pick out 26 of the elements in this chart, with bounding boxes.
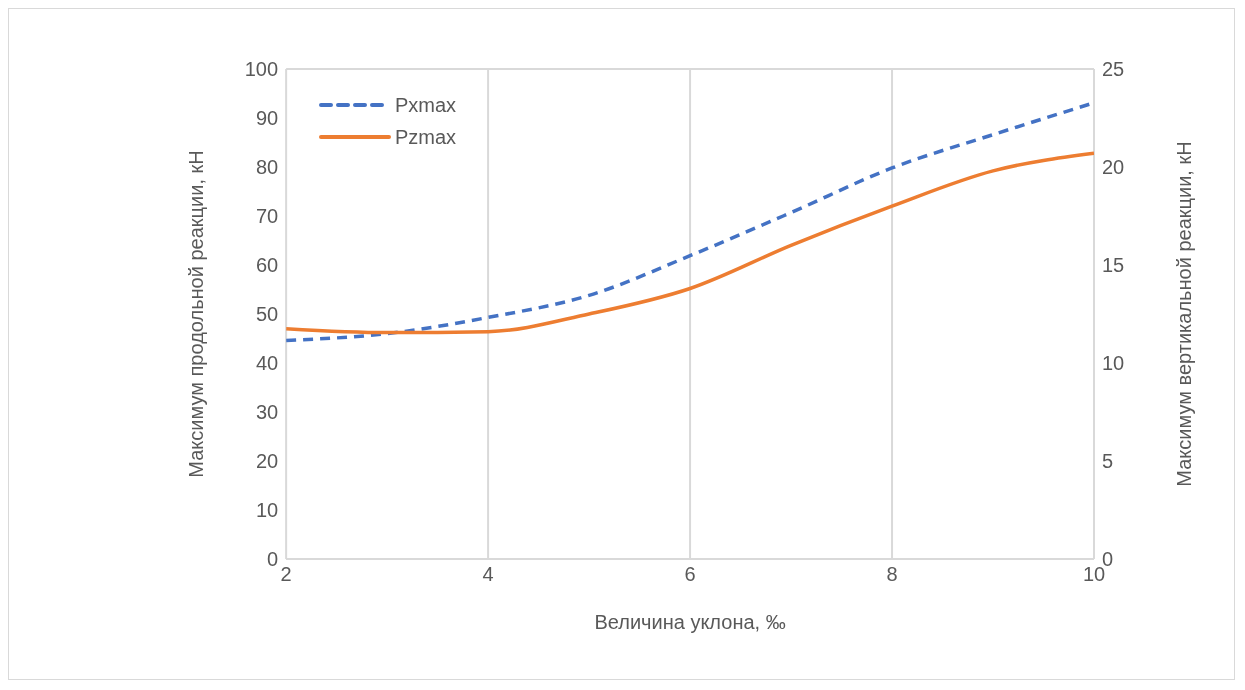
x-axis-title: Величина уклона, ‰ xyxy=(594,611,786,633)
y-tick-label: 60 xyxy=(255,254,279,277)
x-tick-label: 4 xyxy=(482,563,494,586)
line-series xyxy=(286,151,1094,335)
y-tick-label: 70 xyxy=(255,205,279,228)
y-tick-label: 0 xyxy=(267,548,279,571)
y-tick-label: 30 xyxy=(255,401,279,424)
legend-label: Pxmax xyxy=(395,93,457,117)
y-axis-title: Максимум продольной реакции, кН xyxy=(185,150,208,478)
y-tick-label: 100 xyxy=(244,58,279,81)
y2-axis-title: Максимум вертикальной реакции, кН xyxy=(1173,141,1196,487)
y2-tick-label: 10 xyxy=(1102,352,1125,375)
x-tick-label: 2 xyxy=(280,563,292,586)
y2-tick-label: 20 xyxy=(1102,156,1125,179)
legend-label: Pzmax xyxy=(395,125,457,149)
y-tick-label: 40 xyxy=(255,352,279,375)
y-tick-label: 80 xyxy=(255,156,279,179)
x-tick-label: 6 xyxy=(684,563,696,586)
x-tick-label: 8 xyxy=(886,563,898,586)
y-tick-label: 10 xyxy=(255,499,279,522)
y2-tick-label: 15 xyxy=(1102,254,1125,277)
y2-tick-label: 25 xyxy=(1102,58,1125,81)
y-tick-label: 20 xyxy=(255,450,279,473)
y-tick-label: 90 xyxy=(255,107,279,130)
y-tick-label: 50 xyxy=(255,303,279,326)
y2-tick-label: 5 xyxy=(1102,450,1114,473)
